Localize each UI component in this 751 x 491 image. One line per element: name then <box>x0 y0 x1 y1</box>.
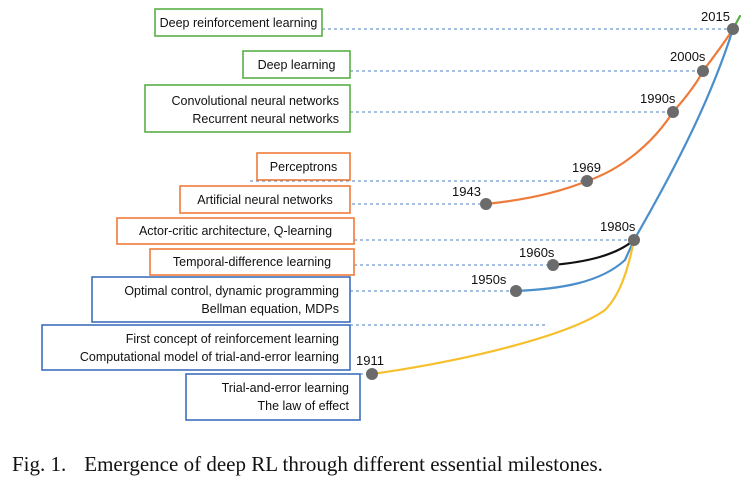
box-optimal-control-line2: Bellman equation, MDPs <box>201 302 339 316</box>
box-cnn-rnn-frame <box>144 84 351 133</box>
box-first-concept-frame <box>41 324 351 371</box>
nodes <box>366 23 739 380</box>
box-trial-error-frame <box>185 373 361 421</box>
node-1960s <box>547 259 559 271</box>
box-deep-rl-frame <box>154 8 323 37</box>
curves <box>370 14 742 376</box>
box-td-learning-frame <box>149 248 355 276</box>
node-2000s <box>697 65 709 77</box>
box-actor-critic-frame <box>116 217 355 245</box>
box-optimal-control: Optimal control, dynamic programming Bel… <box>91 276 351 323</box>
box-perceptrons-frame <box>256 152 351 181</box>
box-trial-error-line1: Trial-and-error learning <box>222 381 349 395</box>
box-td-learning-text: Temporal-difference learning <box>173 255 331 269</box>
box-optimal-control-frame <box>91 276 351 323</box>
year-label-1980s: 1980s <box>600 219 636 234</box>
box-actor-critic: Actor-critic architecture, Q-learning <box>116 217 355 245</box>
box-deep-learning-frame <box>242 50 351 79</box>
yellow-curve <box>370 238 636 376</box>
box-actor-critic-text: Actor-critic architecture, Q-learning <box>139 224 332 238</box>
box-deep-rl-text: Deep reinforcement learning <box>160 16 318 30</box>
year-label-1943: 1943 <box>452 184 481 199</box>
box-deep-rl: Deep reinforcement learning <box>154 8 323 37</box>
box-deep-learning: Deep learning <box>242 50 351 79</box>
box-cnn-rnn: Convolutional neural networks Recurrent … <box>144 84 351 133</box>
guide-lines <box>250 28 733 375</box>
box-optimal-control-line1: Optimal control, dynamic programming <box>124 284 339 298</box>
box-first-concept-line2: Computational model of trial-and-error l… <box>80 350 339 364</box>
figure-number: Fig. 1. <box>12 452 67 476</box>
node-1969 <box>581 175 593 187</box>
node-1990s <box>667 106 679 118</box>
figure-caption: Fig. 1. Emergence of deep RL through diff… <box>12 452 742 477</box>
box-ann-frame <box>179 185 351 214</box>
box-perceptrons-text: Perceptrons <box>270 160 337 174</box>
blue-curve <box>514 27 735 293</box>
box-trial-error-line2: The law of effect <box>258 399 350 413</box>
box-td-learning: Temporal-difference learning <box>149 248 355 276</box>
node-1980s <box>628 234 640 246</box>
box-ann: Artificial neural networks <box>179 185 351 214</box>
box-ann-text: Artificial neural networks <box>197 193 332 207</box>
box-first-concept-line1: First concept of reinforcement learning <box>126 332 339 346</box>
box-deep-learning-text: Deep learning <box>258 58 336 72</box>
box-trial-error: Trial-and-error learning The law of effe… <box>185 373 361 421</box>
milestone-boxes: Deep reinforcement learning Deep learnin… <box>41 8 361 421</box>
box-cnn-rnn-line1: Convolutional neural networks <box>172 94 339 108</box>
figure-caption-text: Emergence of deep RL through different e… <box>84 452 603 476</box>
year-label-1969: 1969 <box>572 160 601 175</box>
box-cnn-rnn-line2: Recurrent neural networks <box>192 112 339 126</box>
year-label-2000s: 2000s <box>670 49 706 64</box>
node-2015 <box>727 23 739 35</box>
node-1950s <box>510 285 522 297</box>
node-1943 <box>480 198 492 210</box>
year-label-1990s: 1990s <box>640 91 676 106</box>
year-label-2015: 2015 <box>701 9 730 24</box>
year-label-1960s: 1960s <box>519 245 555 260</box>
year-label-1950s: 1950s <box>471 272 507 287</box>
orange-curve <box>484 27 735 206</box>
year-label-1911: 1911 <box>356 353 384 368</box>
box-perceptrons: Perceptrons <box>256 152 351 181</box>
year-labels: 2015 2000s 1990s 1969 1943 1980s 1960s 1… <box>356 9 730 368</box>
black-curve <box>551 238 636 267</box>
box-first-concept: First concept of reinforcement learning … <box>41 324 351 371</box>
node-1911 <box>366 368 378 380</box>
